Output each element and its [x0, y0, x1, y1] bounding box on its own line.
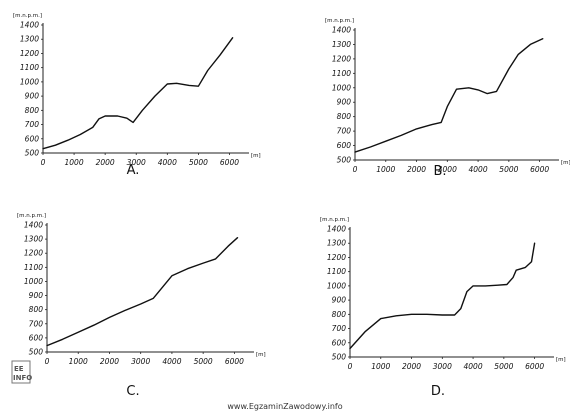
panel-label-d: D.: [431, 384, 445, 399]
y-tick-label: 500: [332, 353, 347, 362]
x-tick-label: 5000: [189, 158, 208, 167]
y-tick-label: 1200: [24, 249, 43, 258]
y-tick-label: 700: [29, 319, 44, 328]
elevation-profile-line: [354, 38, 544, 153]
y-tick-label: 600: [25, 134, 40, 143]
x-tick-label: 0: [41, 158, 46, 167]
x-tick-label: 2000: [407, 165, 426, 174]
y-tick-label: 1400: [327, 225, 346, 234]
elevation-profile-line: [42, 37, 234, 150]
y-axis-unit-label: [m.n.p.m.]: [320, 217, 349, 223]
elevation-profile-line: [46, 236, 239, 347]
y-axis-unit-label: [m.n.p.m.]: [17, 213, 46, 219]
y-tick-label: 1300: [327, 239, 346, 248]
x-tick-label: 3000: [433, 362, 452, 371]
profile-panel-d: 500 600 700 800 900 1000 1100 1200 1300 1400 0 1000…: [320, 217, 566, 399]
y-tick-label: 1400: [332, 26, 351, 35]
y-tick-label: 1200: [332, 54, 351, 63]
x-tick-label: 6000: [220, 158, 239, 167]
y-tick-label: 1100: [24, 263, 43, 272]
y-tick-label: 500: [337, 156, 352, 165]
y-tick-label: 1300: [332, 40, 351, 49]
logo-line-1: EE: [14, 365, 24, 373]
x-tick-label: 4000: [162, 357, 181, 366]
y-tick-label: 700: [337, 127, 352, 136]
y-tick-label: 1100: [327, 267, 346, 276]
x-tick-label: 5000: [194, 357, 213, 366]
y-tick-label: 700: [25, 120, 40, 129]
ez-info-logo: EE INFO: [11, 360, 32, 384]
y-tick-label: 500: [25, 149, 40, 158]
profile-panel-a: 500 600 700 800 900 1000 1100 1200 1300 1400 0 1000…: [13, 13, 261, 178]
x-axis-unit-label: [m]: [251, 153, 261, 159]
profile-panel-b: 500 600 700 800 900 1000 1100 1200 1300 1400 0 1000…: [325, 18, 570, 179]
y-tick-label: 600: [337, 141, 352, 150]
x-tick-label: 1000: [69, 357, 88, 366]
y-tick-label: 800: [332, 310, 347, 319]
y-tick-label: 1000: [20, 77, 39, 86]
y-tick-label: 600: [332, 338, 347, 347]
x-tick-label: 2000: [96, 158, 115, 167]
panel-label-a: A.: [127, 163, 140, 178]
x-axis-unit-label: [m]: [556, 357, 566, 363]
y-tick-label: 1300: [20, 35, 39, 44]
y-tick-label: 1400: [24, 221, 43, 230]
y-tick-label: 1100: [332, 69, 351, 78]
x-tick-label: 0: [353, 165, 358, 174]
y-tick-label: 1200: [20, 49, 39, 58]
elevation-profile-line: [349, 242, 536, 350]
y-tick-label: 1000: [327, 281, 346, 290]
x-tick-label: 4000: [158, 158, 177, 167]
y-tick-label: 1300: [24, 235, 43, 244]
y-tick-label: 1000: [332, 83, 351, 92]
x-axis-unit-label: [m]: [561, 160, 570, 166]
logo-frame: [11, 360, 31, 384]
y-tick-label: 900: [337, 98, 352, 107]
y-tick-label: 1200: [327, 253, 346, 262]
x-tick-label: 0: [45, 357, 50, 366]
y-tick-label: 700: [332, 324, 347, 333]
y-tick-label: 800: [29, 305, 44, 314]
x-tick-label: 4000: [464, 362, 483, 371]
logo-line-2: INFO: [13, 374, 32, 382]
x-tick-label: 1000: [371, 362, 390, 371]
panel-label-b: B.: [433, 164, 446, 179]
y-tick-label: 1400: [20, 21, 39, 30]
y-tick-label: 800: [25, 106, 40, 115]
x-tick-label: 5000: [499, 165, 518, 174]
x-tick-label: 0: [348, 362, 353, 371]
y-axis-unit-label: [m.n.p.m.]: [13, 13, 42, 19]
x-tick-label: 6000: [525, 362, 544, 371]
x-tick-label: 2000: [100, 357, 119, 366]
y-tick-label: 800: [337, 112, 352, 121]
x-tick-label: 6000: [530, 165, 549, 174]
y-tick-label: 1100: [20, 63, 39, 72]
y-tick-label: 900: [25, 92, 40, 101]
y-tick-label: 600: [29, 333, 44, 342]
x-axis-unit-label: [m]: [256, 352, 266, 358]
x-tick-label: 4000: [469, 165, 488, 174]
y-tick-label: 1000: [24, 277, 43, 286]
x-tick-label: 3000: [127, 158, 146, 167]
x-tick-label: 2000: [402, 362, 421, 371]
y-tick-label: 500: [29, 348, 44, 357]
y-axis-unit-label: [m.n.p.m.]: [325, 18, 354, 24]
profile-panel-c: 500 600 700 800 900 1000 1100 1200 1300 1400 0 1000…: [17, 213, 266, 399]
y-tick-label: 900: [29, 291, 44, 300]
y-tick-label: 900: [332, 296, 347, 305]
x-tick-label: 5000: [494, 362, 513, 371]
panel-label-c: C.: [126, 384, 139, 399]
x-tick-label: 3000: [438, 165, 457, 174]
watermark-text: www.EgzaminZawodowy.info: [227, 402, 342, 411]
x-tick-label: 6000: [225, 357, 244, 366]
x-tick-label: 3000: [131, 357, 150, 366]
x-tick-label: 1000: [376, 165, 395, 174]
x-tick-label: 1000: [65, 158, 84, 167]
